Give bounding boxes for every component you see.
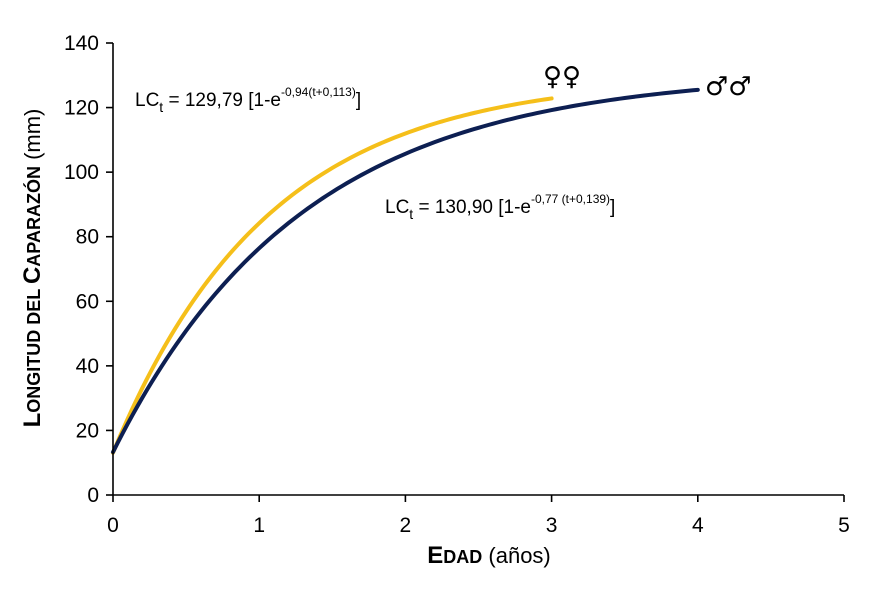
x-tick-label: 3 <box>546 514 558 537</box>
y-tick-label: 80 <box>76 226 99 249</box>
x-axis-title: EDAD (años) <box>427 542 551 569</box>
x-tick-label: 4 <box>692 514 704 537</box>
y-tick-label: 20 <box>76 419 99 442</box>
y-tick-label: 0 <box>87 484 99 507</box>
x-tick-label: 1 <box>253 514 265 537</box>
x-axis-ticks: 0 1 2 3 4 5 <box>107 495 850 537</box>
y-axis-ticks: 0 20 40 60 80 100 120 140 <box>64 32 113 507</box>
y-axis-title: LONGITUD DEL CAPARAZÓN (mm) <box>19 109 46 428</box>
male-equation-label: LCt = 130,90 [1-e-0,77 (t+0,139)] <box>385 192 615 222</box>
female-growth-curve <box>111 96 554 455</box>
y-tick-label: 100 <box>64 161 99 184</box>
male-symbol-icon: ♂♂ <box>705 72 752 102</box>
y-tick-label: 60 <box>76 290 99 313</box>
male-growth-curve <box>111 87 700 455</box>
plot-lines <box>111 87 700 455</box>
x-tick-label: 0 <box>107 514 119 537</box>
x-tick-label: 2 <box>400 514 412 537</box>
y-tick-label: 140 <box>64 32 99 55</box>
female-symbol-icon: ♀♀ <box>543 62 581 92</box>
y-tick-label: 120 <box>64 97 99 120</box>
x-tick-label: 5 <box>838 514 850 537</box>
y-tick-label: 40 <box>76 355 99 378</box>
female-equation-label: LCt = 129,79 [1-e-0,94(t+0,113)] <box>135 85 361 115</box>
